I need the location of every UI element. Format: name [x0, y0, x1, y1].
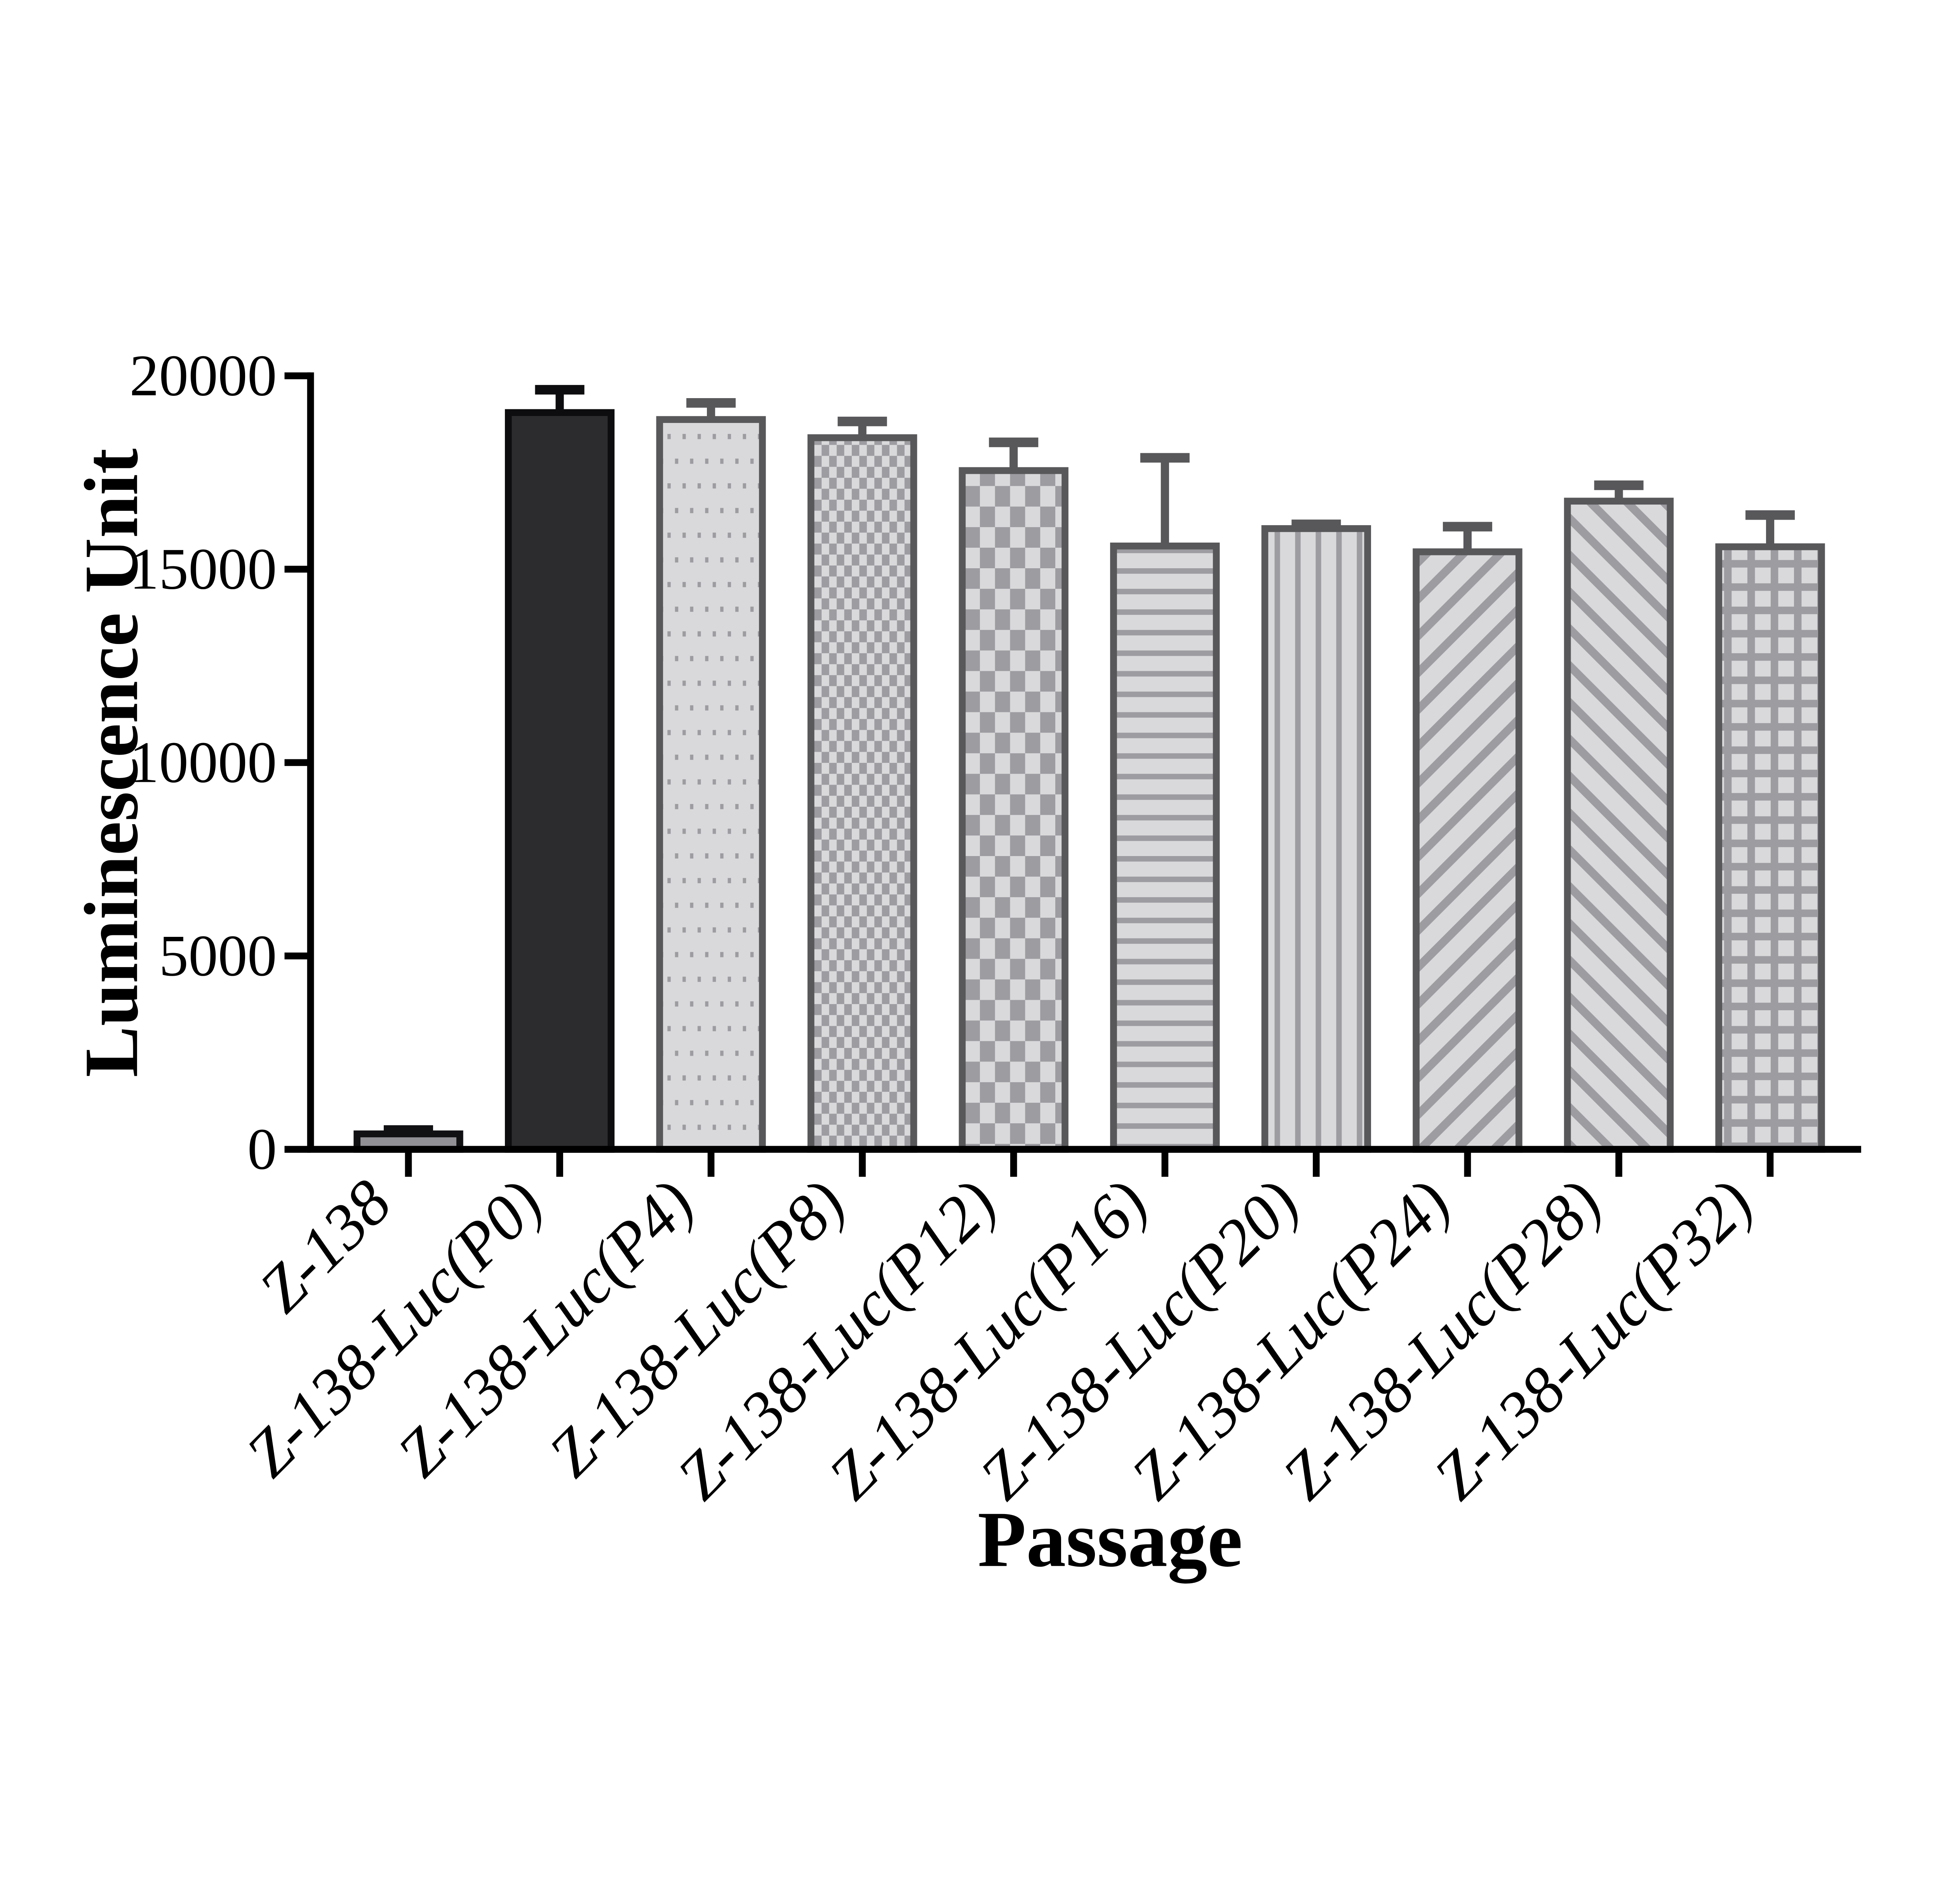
bar [1564, 498, 1674, 1153]
y-tick-label: 15000 [129, 536, 277, 602]
y-tick-label: 5000 [159, 923, 277, 988]
bar [656, 416, 766, 1153]
bar [1110, 542, 1220, 1153]
bar [1261, 525, 1371, 1153]
y-tick-label: 0 [247, 1116, 277, 1182]
bar [505, 409, 615, 1153]
bar [1413, 548, 1523, 1153]
x-axis-title: Passage [978, 1496, 1242, 1584]
bar [1715, 543, 1825, 1153]
plot-area: 05000100001500020000Z-138Z-138-Luc(P0)Z-… [129, 343, 1861, 1513]
bar [959, 467, 1068, 1153]
y-tick-label: 20000 [129, 343, 277, 408]
bar [807, 434, 917, 1153]
y-tick-label: 10000 [129, 729, 277, 795]
y-axis-title: Luminescence Unit [69, 449, 154, 1077]
